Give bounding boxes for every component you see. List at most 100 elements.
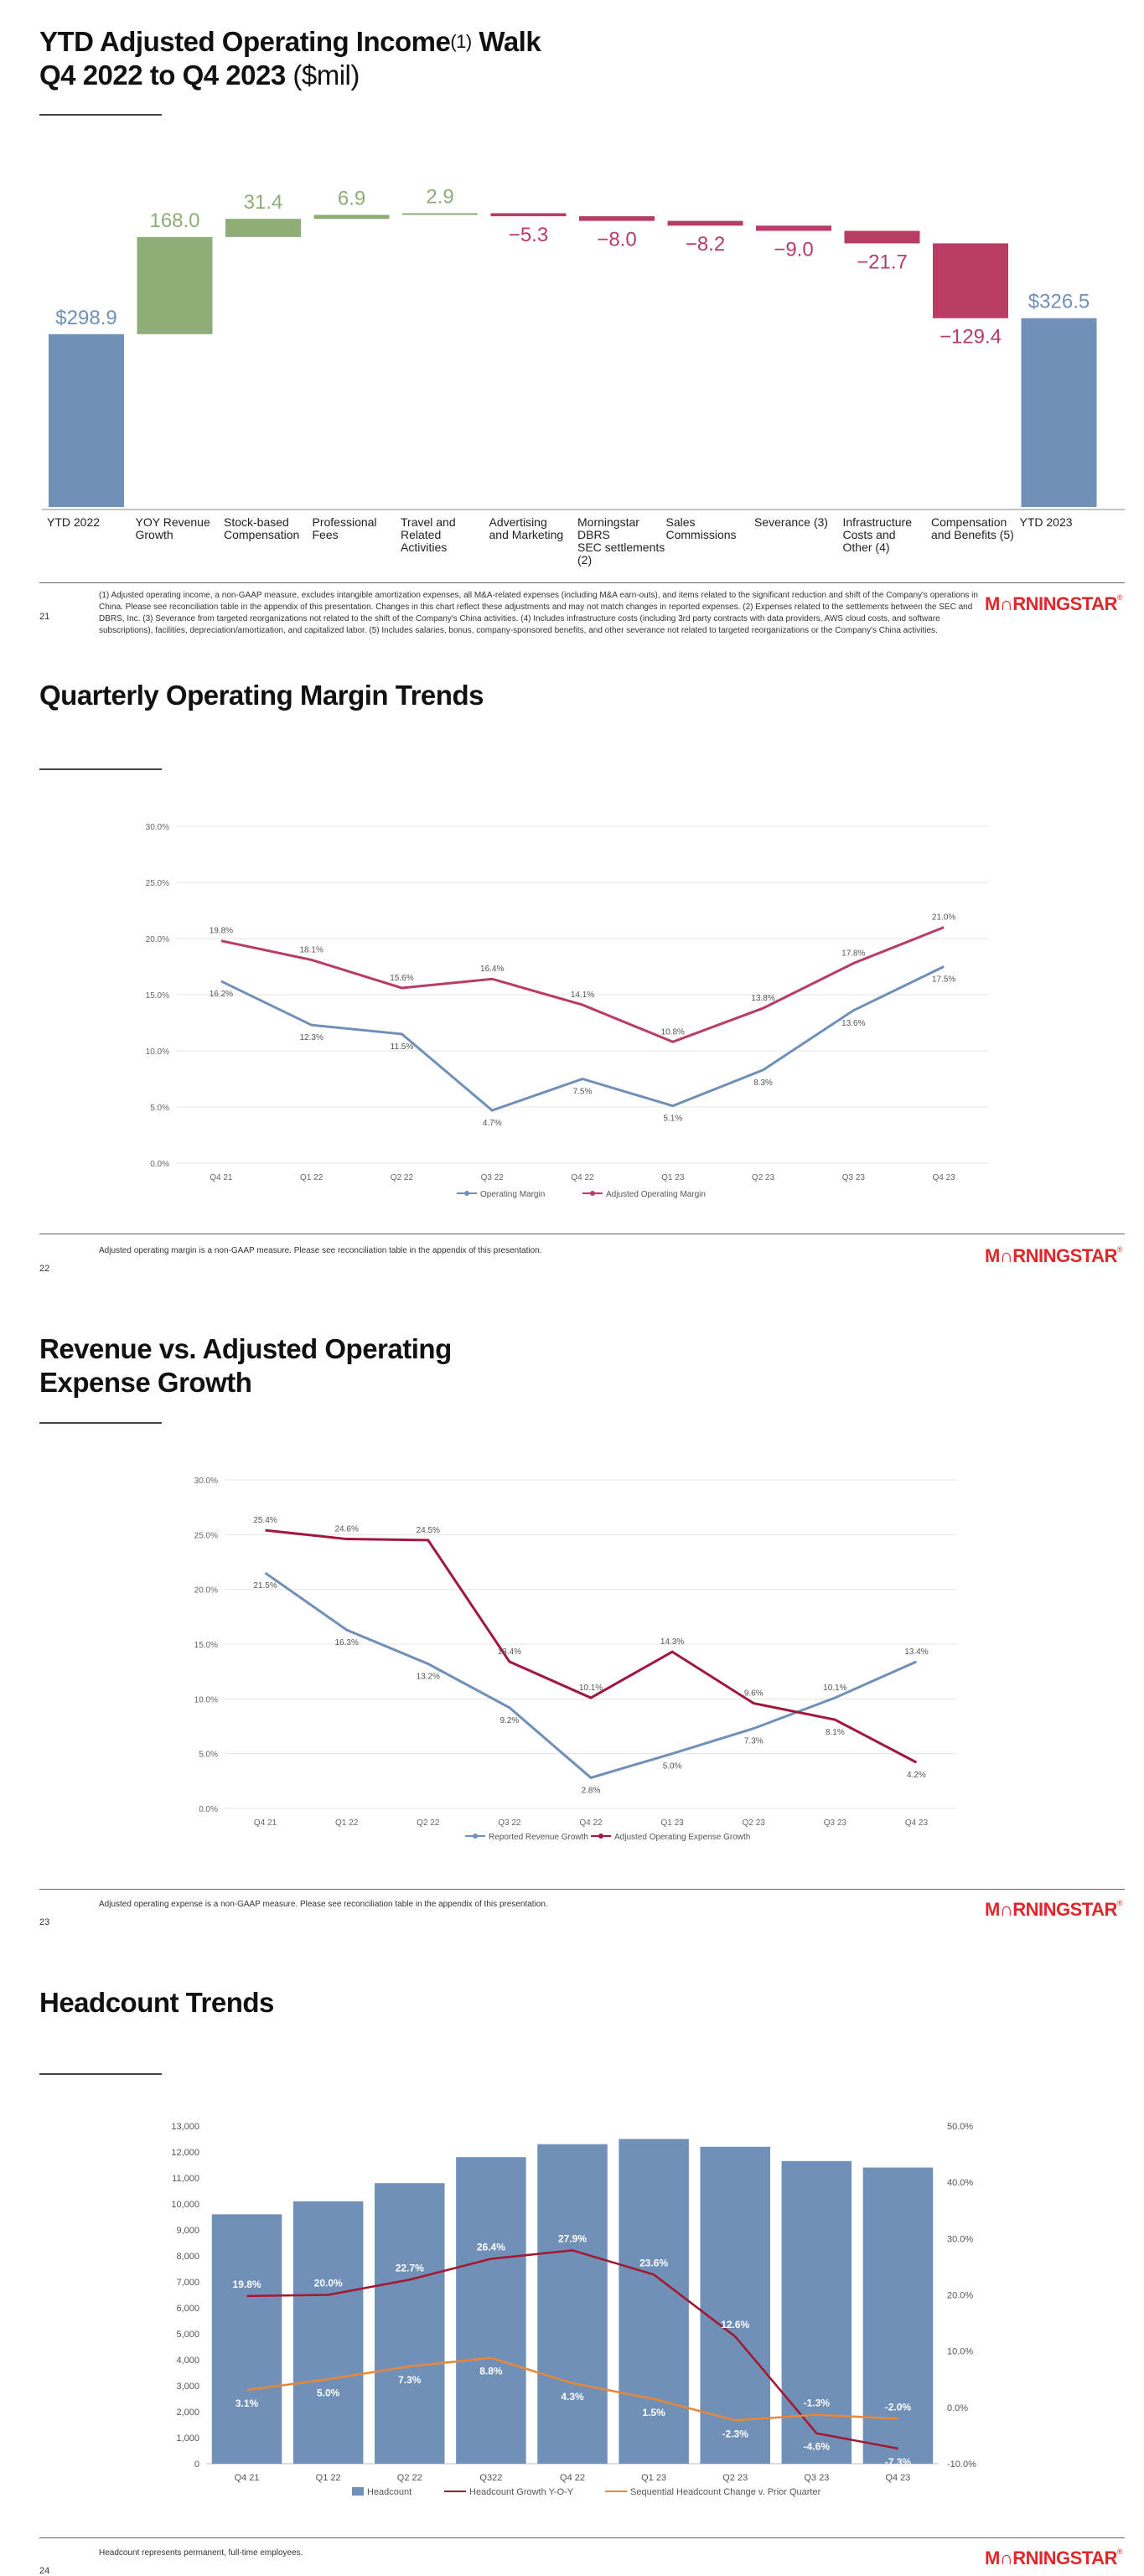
headcount-bar [375, 2183, 445, 2464]
waterfall-bar [579, 216, 655, 221]
slide-24: Headcount Trends 0 1,000 2,000 3,000 4,000 5,… [0, 1961, 1144, 2576]
data-label: 5.1% [663, 1115, 682, 1124]
title-line1: Revenue vs. Adjusted Operating [39, 1333, 452, 1364]
footer-divider [39, 1889, 1125, 1890]
x-tick-label: Q2 22 [391, 1173, 414, 1182]
headcount-bar [211, 2214, 282, 2464]
waterfall-value-label: −129.4 [940, 326, 1002, 349]
y-tick-label: 10.0% [146, 1047, 169, 1057]
data-label: 24.5% [417, 1526, 440, 1535]
waterfall-bar [49, 334, 124, 507]
right-y-tick-label: 20.0% [947, 2291, 973, 2301]
page-title: Revenue vs. Adjusted Operating Expense G… [39, 1332, 452, 1399]
data-label: 10.8% [661, 1027, 685, 1037]
waterfall-category-label: and Benefits (5) [931, 528, 1014, 541]
waterfall-category-label: Advertising [489, 515, 547, 529]
title-superscript: (1) [450, 31, 472, 52]
y-tick-label: 15.0% [194, 1641, 218, 1650]
data-label: 17.8% [841, 949, 865, 958]
x-tick-label: Q4 21 [254, 1818, 277, 1828]
right-y-tick-label: -10.0% [947, 2460, 976, 2470]
footnote: Adjusted operating expense is a non-GAAP… [99, 1900, 548, 1909]
waterfall-bar [490, 213, 567, 217]
left-y-tick-label: 6,000 [176, 2304, 199, 2314]
title-underline [39, 2073, 162, 2075]
left-y-tick-label: 0 [194, 2460, 199, 2470]
headcount-bar [781, 2160, 852, 2464]
right-y-tick-label: 50.0% [947, 2122, 973, 2132]
waterfall-category-label: Commissions [666, 528, 737, 541]
data-label: 7.5% [573, 1088, 593, 1097]
waterfall-category-label: and Marketing [489, 528, 564, 541]
data-label: 13.4% [498, 1648, 521, 1657]
y-tick-label: 10.0% [194, 1695, 218, 1704]
waterfall-category-label: Travel and [401, 515, 456, 529]
waterfall-bar [1021, 318, 1097, 507]
data-label: 9.6% [744, 1689, 764, 1699]
x-tick-label: Q1 22 [335, 1818, 359, 1828]
series-line [265, 1529, 918, 1764]
morningstar-logo: M∩RNINGSTAR® [985, 1899, 1123, 1921]
logo-text: M∩RNINGSTAR [985, 1245, 1117, 1266]
page-number: 22 [39, 1264, 50, 1274]
legend-marker [473, 1834, 478, 1839]
data-label: 12.3% [299, 1033, 323, 1042]
left-y-tick-label: 3,000 [176, 2382, 199, 2392]
x-tick-label: Q3 23 [842, 1173, 866, 1182]
data-label: 21.0% [932, 913, 955, 923]
growth-line-chart: 0.0% 5.0% 10.0% 15.0% 20.0% 25.0% 30.0% Q4 21 Q1… [194, 1477, 957, 1842]
left-y-tick-label: 11,000 [172, 2174, 199, 2184]
waterfall-category-label: Related [401, 528, 441, 541]
waterfall-category-label: Professional [313, 515, 377, 529]
page-number: 21 [39, 612, 50, 622]
waterfall-value-label: 2.9 [426, 185, 453, 208]
x-tick-label: Q3 23 [824, 1818, 847, 1828]
data-label: 8.8% [479, 2366, 503, 2377]
morningstar-logo: M∩RNINGSTAR® [985, 1245, 1123, 1267]
title-line1-end: Walk [471, 26, 541, 57]
left-y-tick-label: 13,000 [171, 2122, 199, 2132]
x-tick-label: Q1 22 [300, 1173, 324, 1182]
waterfall-value-label: 168.0 [149, 209, 199, 232]
footnote: (1) Adjusted operating income, a non-GAA… [99, 591, 978, 635]
right-y-tick-label: 0.0% [947, 2403, 968, 2413]
y-tick-label: 30.0% [194, 1477, 218, 1486]
x-tick-label: Q2 23 [743, 1818, 766, 1828]
data-label: 1.5% [642, 2407, 665, 2418]
headcount-bar [862, 2167, 934, 2464]
data-label: 2.8% [582, 1786, 601, 1795]
data-label: 23.6% [639, 2257, 668, 2268]
data-label: 7.3% [744, 1737, 764, 1746]
left-y-tick-label: 12,000 [171, 2148, 199, 2158]
data-label: 17.5% [932, 975, 955, 985]
morningstar-logo: M∩RNINGSTAR® [985, 593, 1123, 615]
data-label: 16.2% [210, 990, 233, 999]
x-tick-label: Q1 23 [661, 1173, 685, 1182]
waterfall-category-label: Compensation [224, 528, 299, 541]
waterfall-value-label: −5.3 [509, 224, 548, 246]
waterfall-category-label: Sales [666, 515, 696, 529]
data-label: 11.5% [391, 1042, 414, 1052]
data-label: -1.3% [804, 2398, 831, 2409]
data-label: 10.1% [579, 1684, 603, 1693]
waterfall-category-label: Fees [313, 528, 339, 541]
data-label: 4.3% [561, 2391, 584, 2403]
series-line [264, 1571, 918, 1780]
data-label: 13.4% [904, 1648, 928, 1657]
x-tick-label: Q4 21 [210, 1173, 233, 1182]
waterfall-bar [756, 225, 831, 231]
headcount-bar [292, 2201, 364, 2464]
left-y-tick-label: 7,000 [176, 2278, 199, 2288]
legend-label: Adjusted Operating Margin [606, 1190, 706, 1199]
data-label: 25.4% [253, 1516, 277, 1525]
waterfall-category-label: SEC settlements [577, 541, 665, 554]
x-tick-label: Q3 22 [481, 1173, 505, 1182]
y-tick-label: 25.0% [194, 1531, 218, 1540]
headcount-bar [700, 2146, 770, 2464]
y-tick-label: 5.0% [199, 1751, 218, 1760]
waterfall-value-label: −8.2 [686, 233, 725, 256]
waterfall-bar [667, 220, 743, 226]
data-label: 13.8% [751, 994, 774, 1003]
logo-reg-mark: ® [1116, 593, 1123, 602]
data-label: 24.6% [334, 1525, 358, 1534]
